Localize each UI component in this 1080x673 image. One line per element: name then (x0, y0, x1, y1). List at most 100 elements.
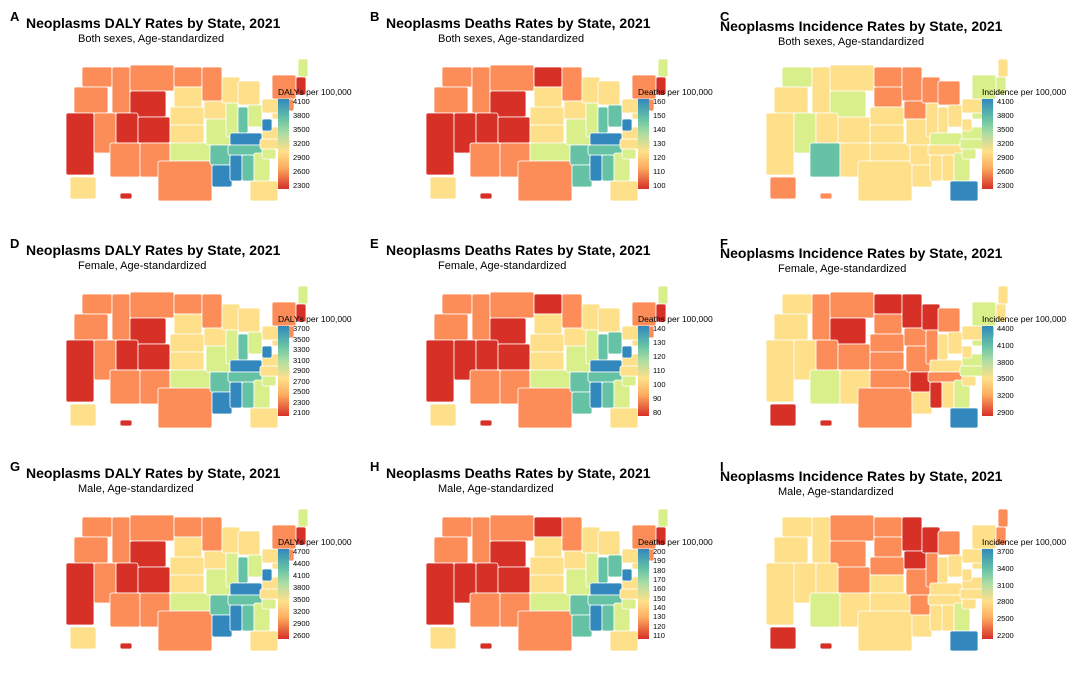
state-ar (909, 371, 931, 393)
state-tx (857, 610, 913, 652)
panel-subtitle: Both sexes, Age-standardized (438, 33, 585, 45)
state-in (937, 333, 949, 361)
state-ky (929, 359, 963, 373)
state-ak (769, 403, 797, 427)
state-hi (479, 192, 493, 200)
panel-subtitle: Male, Age-standardized (78, 483, 194, 495)
state-mt (129, 514, 175, 542)
legend-tick: 130 (653, 612, 666, 622)
state-ne (169, 556, 205, 576)
state-ut (115, 112, 139, 144)
state-ak (429, 403, 457, 427)
state-fl (609, 180, 639, 202)
state-me (657, 58, 669, 78)
legend-tick: 3500 (997, 125, 1014, 134)
legend-title: Deaths per 100,000 (638, 314, 713, 324)
legend-tick: 3200 (293, 139, 310, 148)
state-al (241, 381, 255, 409)
legend-tick: 4100 (293, 571, 310, 580)
state-oh (247, 331, 263, 355)
state-ia (563, 100, 587, 120)
state-ms (229, 154, 243, 182)
state-id (811, 516, 831, 564)
panel-title: Neoplasms Deaths Rates by State, 2021 (386, 465, 651, 481)
state-co (497, 343, 531, 371)
legend-color-bar (982, 99, 993, 189)
state-ks (869, 124, 905, 144)
state-mn (901, 516, 923, 552)
state-mi (937, 307, 961, 333)
state-or (433, 536, 469, 564)
state-ks (169, 351, 205, 371)
legend-title: Deaths per 100,000 (638, 537, 713, 547)
legend-tick: 130 (653, 139, 666, 148)
legend-tick: 2200 (997, 631, 1014, 640)
state-co (137, 343, 171, 371)
state-co (837, 566, 871, 594)
state-ne (869, 333, 905, 353)
state-az (469, 369, 501, 405)
state-mn (901, 293, 923, 329)
state-oh (607, 331, 623, 355)
panel-subtitle: Both sexes, Age-standardized (78, 33, 225, 45)
panel-letter: I (720, 459, 724, 474)
state-ne (869, 106, 905, 126)
legend-tick: 2800 (997, 597, 1014, 607)
legend-tick: 110 (653, 167, 665, 176)
state-hi (819, 192, 833, 200)
state-wa (81, 293, 113, 315)
state-wv (621, 118, 633, 132)
state-wi (581, 303, 601, 331)
state-ky (229, 132, 263, 146)
state-sd (873, 313, 903, 335)
state-id (471, 293, 491, 341)
state-mn (561, 516, 583, 552)
state-or (73, 86, 109, 114)
state-il (925, 102, 939, 138)
state-ut (475, 562, 499, 594)
state-il (925, 552, 939, 588)
state-fl (949, 407, 979, 429)
state-nd (533, 66, 563, 88)
state-az (809, 369, 841, 405)
panel-letter: E (370, 236, 379, 251)
state-sd (173, 86, 203, 108)
panel-subtitle: Male, Age-standardized (778, 486, 894, 498)
state-wi (921, 526, 941, 554)
legend-tick: 3100 (293, 355, 310, 365)
state-wa (781, 66, 813, 88)
state-fl (249, 180, 279, 202)
state-sc (961, 148, 977, 160)
state-al (601, 381, 615, 409)
state-mi (597, 307, 621, 333)
state-al (941, 604, 955, 632)
state-tx (517, 387, 573, 429)
state-al (601, 604, 615, 632)
state-ar (209, 594, 231, 616)
state-ok (169, 592, 211, 612)
legend-color-bar (638, 99, 649, 189)
legend-tick: 150 (653, 111, 666, 120)
state-ms (589, 154, 603, 182)
state-ut (815, 112, 839, 144)
state-ne (169, 106, 205, 126)
panel-title: Neoplasms DALY Rates by State, 2021 (26, 242, 281, 258)
legend-tick: 3500 (997, 374, 1014, 384)
state-id (811, 66, 831, 114)
legend-tick: 4100 (997, 97, 1014, 106)
state-nd (873, 66, 903, 88)
state-ia (203, 327, 227, 347)
state-oh (947, 104, 963, 128)
state-mt (489, 291, 535, 319)
state-nd (873, 516, 903, 538)
legend-tick: 190 (653, 556, 666, 566)
state-ks (529, 574, 565, 594)
state-la (571, 391, 593, 415)
state-wv (261, 345, 273, 359)
state-il (585, 552, 599, 588)
panel-title: Neoplasms Incidence Rates by State, 2021 (720, 468, 1003, 484)
state-ca (765, 112, 795, 176)
state-sc (261, 598, 277, 610)
state-az (109, 142, 141, 178)
state-ok (869, 592, 911, 612)
